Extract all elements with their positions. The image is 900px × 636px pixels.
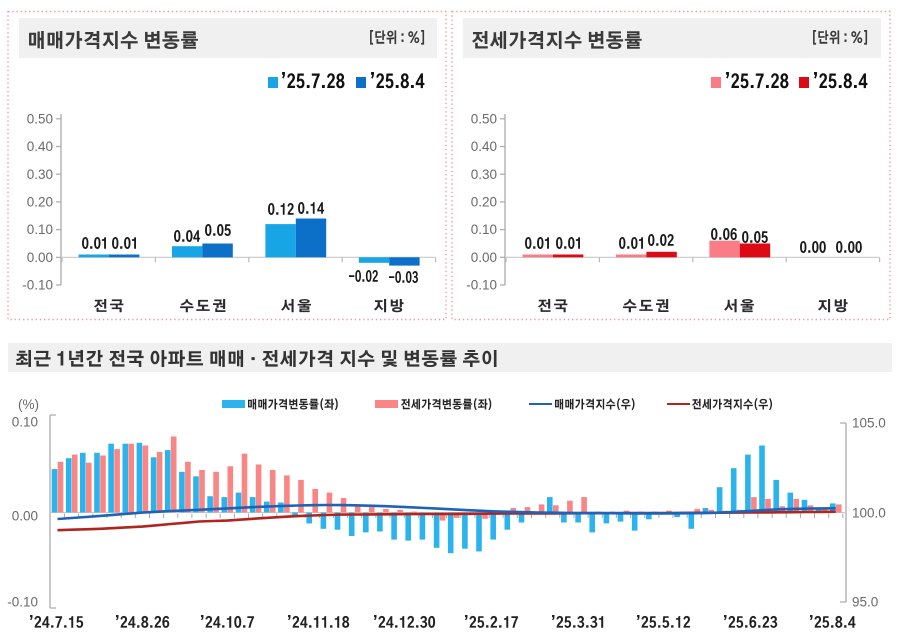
svg-text:0.30: 0.30 xyxy=(470,167,496,182)
svg-text:0.50: 0.50 xyxy=(27,111,53,126)
svg-text:-0.10: -0.10 xyxy=(7,595,38,610)
svg-text:0.10: 0.10 xyxy=(12,415,38,430)
svg-text:0.20: 0.20 xyxy=(27,195,53,210)
svg-text:0.30: 0.30 xyxy=(27,167,53,182)
svg-text:0.10: 0.10 xyxy=(27,222,53,237)
svg-text:0.00: 0.00 xyxy=(27,250,53,265)
svg-text:0.20: 0.20 xyxy=(470,195,496,210)
svg-text:0.40: 0.40 xyxy=(470,139,496,154)
svg-text:0.50: 0.50 xyxy=(470,111,496,126)
svg-text:0.00: 0.00 xyxy=(470,250,496,265)
svg-text:95.0: 95.0 xyxy=(852,595,878,610)
svg-text:(%): (%) xyxy=(18,397,39,412)
svg-text:105.0: 105.0 xyxy=(852,416,886,431)
svg-text:0.40: 0.40 xyxy=(27,139,53,154)
svg-text:-0.10: -0.10 xyxy=(466,278,497,293)
svg-text:0.10: 0.10 xyxy=(470,222,496,237)
svg-text:-0.10: -0.10 xyxy=(22,278,53,293)
svg-text:0.00: 0.00 xyxy=(12,509,38,524)
svg-text:100.0: 100.0 xyxy=(852,506,886,521)
